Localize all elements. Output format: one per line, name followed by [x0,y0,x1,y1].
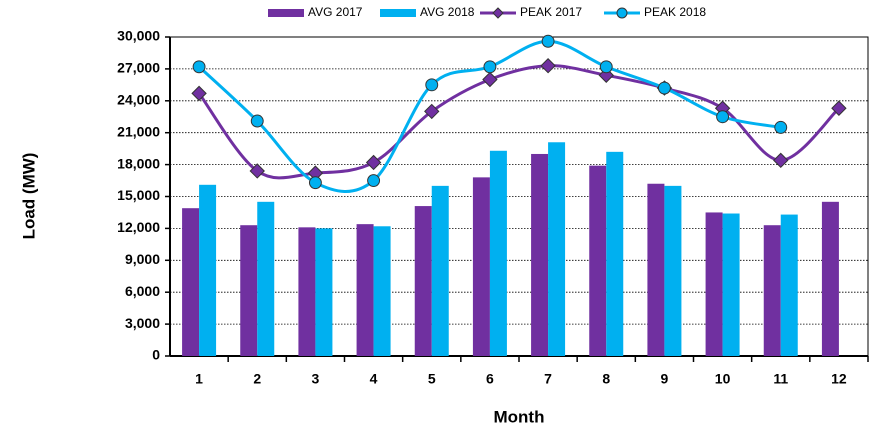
bar [647,183,665,356]
bar [722,213,740,356]
bar [821,201,839,356]
y-tick-label: 6,000 [125,283,160,299]
marker [425,78,439,92]
y-tick-label: 18,000 [117,155,160,171]
y-tick-label: 30,000 [117,28,160,44]
x-tick-label: 5 [428,371,436,387]
marker [250,114,264,128]
bar [548,142,566,356]
bar [240,225,258,356]
x-tick-label: 11 [773,371,788,387]
x-tick-label: 9 [661,371,669,387]
marker [657,81,671,95]
y-tick-label: 27,000 [117,60,160,76]
marker [367,174,381,188]
marker [716,110,730,124]
marker [773,152,789,169]
bar [705,212,723,356]
x-axis-label: Month [494,407,545,426]
bar [606,151,624,356]
y-tick-label: 15,000 [117,187,160,203]
x-tick-label: 10 [715,371,731,387]
bar [589,165,607,356]
marker [365,154,382,171]
marker [424,103,440,120]
legend-label: PEAK 2018 [644,5,706,19]
y-tick-label: 9,000 [125,251,160,267]
marker [191,85,207,102]
x-tick-label: 6 [486,371,494,387]
y-tick-label: 21,000 [117,123,160,139]
marker [249,163,265,179]
bar [664,185,682,356]
marker [599,60,613,74]
bar [182,208,200,356]
y-tick-label: 24,000 [117,92,160,108]
line [198,39,782,193]
y-tick-label: 3,000 [125,315,160,331]
x-tick-label: 8 [602,371,610,387]
legend-label: AVG 2017 [308,5,363,19]
marker [308,176,322,190]
bar [373,226,391,356]
y-axis-label: Load (MW) [19,153,38,240]
marker [774,120,788,134]
y-tick-label: 12,000 [117,219,160,235]
x-tick-label: 3 [312,371,320,387]
bar [414,206,432,356]
legend-marker [492,7,504,19]
bar [489,150,507,356]
marker [483,60,497,74]
bar [315,228,333,356]
bar [431,185,449,356]
x-tick-label: 1 [195,371,203,387]
legend-swatch [380,9,416,17]
legend-label: AVG 2018 [420,5,475,19]
bar [780,214,798,356]
marker [831,100,847,116]
legend-marker [616,7,628,19]
marker [540,58,556,74]
marker [192,60,206,74]
bar [298,227,316,356]
x-tick-label: 2 [253,371,261,387]
marker [482,71,498,88]
bar [763,225,781,356]
y-tick-label: 0 [152,347,160,363]
legend-label: PEAK 2017 [520,5,582,19]
x-tick-label: 12 [831,371,847,387]
line [197,64,840,180]
bar [199,184,217,356]
bar [356,224,374,356]
bar [531,153,549,356]
x-tick-label: 7 [544,371,552,387]
x-tick-label: 4 [370,371,378,387]
marker [541,34,555,48]
bar [257,201,275,356]
legend-swatch [268,9,304,17]
bar [472,177,490,356]
